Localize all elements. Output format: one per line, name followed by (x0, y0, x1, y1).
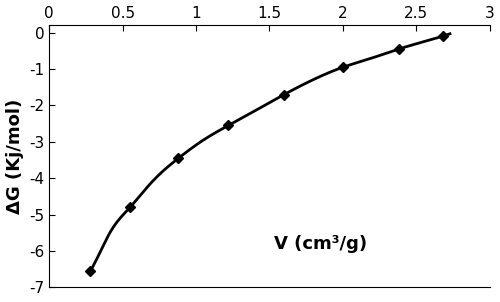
Text: V (cm³/g): V (cm³/g) (274, 235, 368, 253)
Y-axis label: ΔG (Kj/mol): ΔG (Kj/mol) (6, 99, 24, 214)
